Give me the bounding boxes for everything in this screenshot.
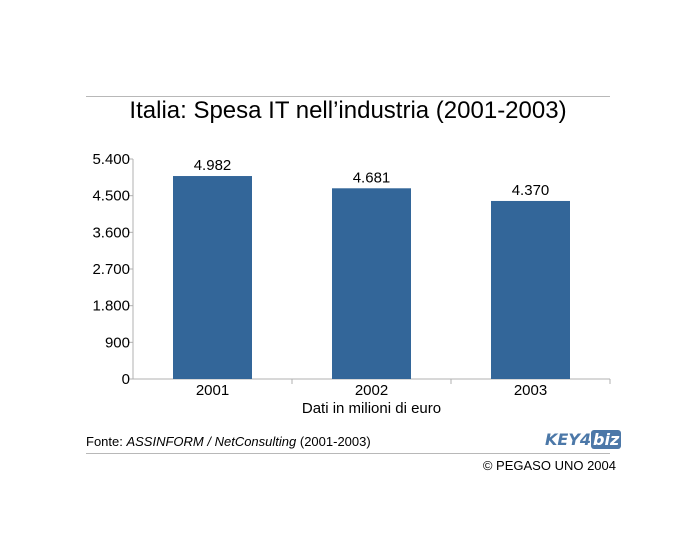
- source-name: ASSINFORM / NetConsulting: [126, 434, 297, 449]
- chart-title: Italia: Spesa IT nell’industria (2001-20…: [129, 97, 567, 124]
- bar: [173, 176, 252, 379]
- x-tick-label: 2003: [514, 382, 547, 399]
- logo-biz-text: biz: [591, 430, 622, 449]
- x-tick-label: 2001: [196, 382, 229, 399]
- bar: [332, 188, 411, 379]
- copyright-notice: © PEGASO UNO 2004: [482, 458, 616, 473]
- bottom-divider: [86, 453, 610, 454]
- y-tick-label: 900: [105, 334, 130, 351]
- y-tick-label: 4.500: [92, 188, 130, 205]
- source-note: Fonte: ASSINFORM / NetConsulting (2001-2…: [86, 434, 371, 450]
- y-tick-label: 2.700: [92, 261, 130, 278]
- x-tick-label: 2002: [355, 382, 388, 399]
- y-tick-label: 1.800: [92, 298, 130, 315]
- bar-value-label: 4.982: [194, 157, 232, 174]
- x-axis-label: Dati in milioni di euro: [301, 400, 442, 417]
- source-prefix: Fonte:: [86, 434, 127, 449]
- y-tick-label: 0: [122, 371, 130, 388]
- logo-key-text: KEY4: [545, 430, 592, 449]
- y-tick-label: 3.600: [92, 224, 130, 241]
- y-tick-label: 5.400: [92, 151, 130, 168]
- source-years: (2001-2003): [296, 434, 371, 449]
- top-divider: [86, 96, 610, 97]
- bar: [491, 200, 570, 379]
- bar-value-label: 4.681: [353, 169, 391, 186]
- bar-value-label: 4.370: [512, 182, 550, 199]
- key4biz-logo: KEY4 biz: [545, 428, 622, 452]
